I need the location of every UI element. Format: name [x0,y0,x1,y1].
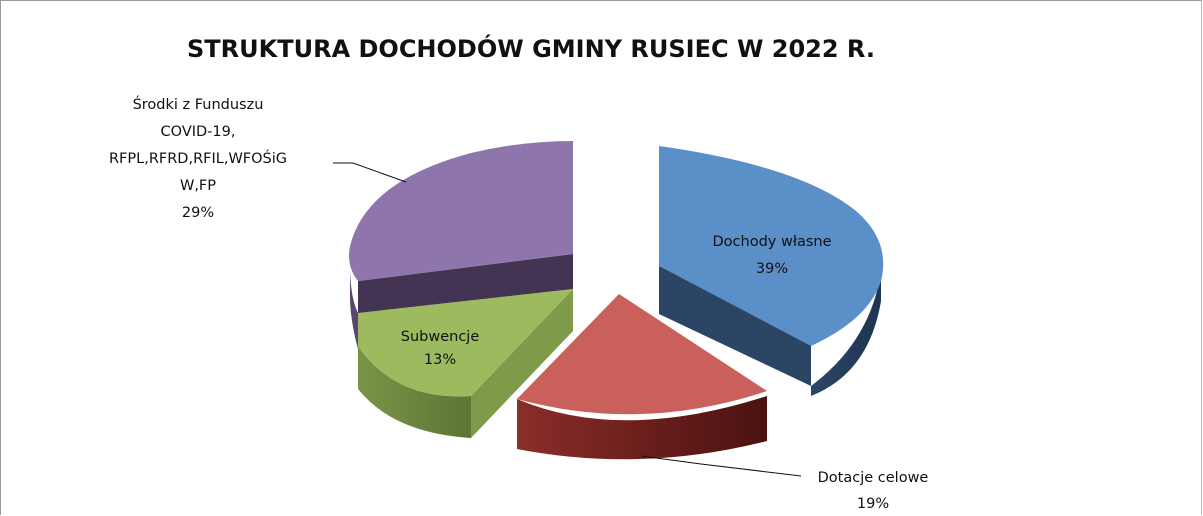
pie-slice-subwencje [358,289,573,438]
label-dotacje-celowe: Dotacje celowe 19% [818,470,929,512]
leader-line-dotacje [640,455,802,477]
slice-value-srodki: 29% [182,205,214,221]
slice-label-dochody-wlasne: Dochody własne [713,234,832,250]
slice-label-subwencje: Subwencje [401,329,480,345]
pie-slice-dochody-wlasne [659,146,884,396]
label-line-4: W,FP [180,178,216,194]
label-line-2: COVID-19, [161,124,236,140]
slice-value-subwencje: 13% [424,352,456,368]
leader-line-srodki [333,162,407,183]
label-line-1: Środki z Funduszu [133,95,264,113]
slice-value-dotacje-celowe: 19% [857,496,889,512]
label-line-3: RFPL,RFRD,RFIL,WFOŚiG [109,149,287,167]
pie-slice-dotacje-celowe [517,294,767,460]
chart-title: STRUKTURA DOCHODÓW GMINY RUSIEC W 2022 R… [187,33,875,63]
label-srodki-z-funduszu: Środki z Funduszu COVID-19, RFPL,RFRD,RF… [109,95,287,221]
pie-slice-srodki-z-funduszu [349,141,573,349]
slice-label-dotacje-celowe: Dotacje celowe [818,470,929,486]
slice-value-dochody-wlasne: 39% [756,261,788,277]
